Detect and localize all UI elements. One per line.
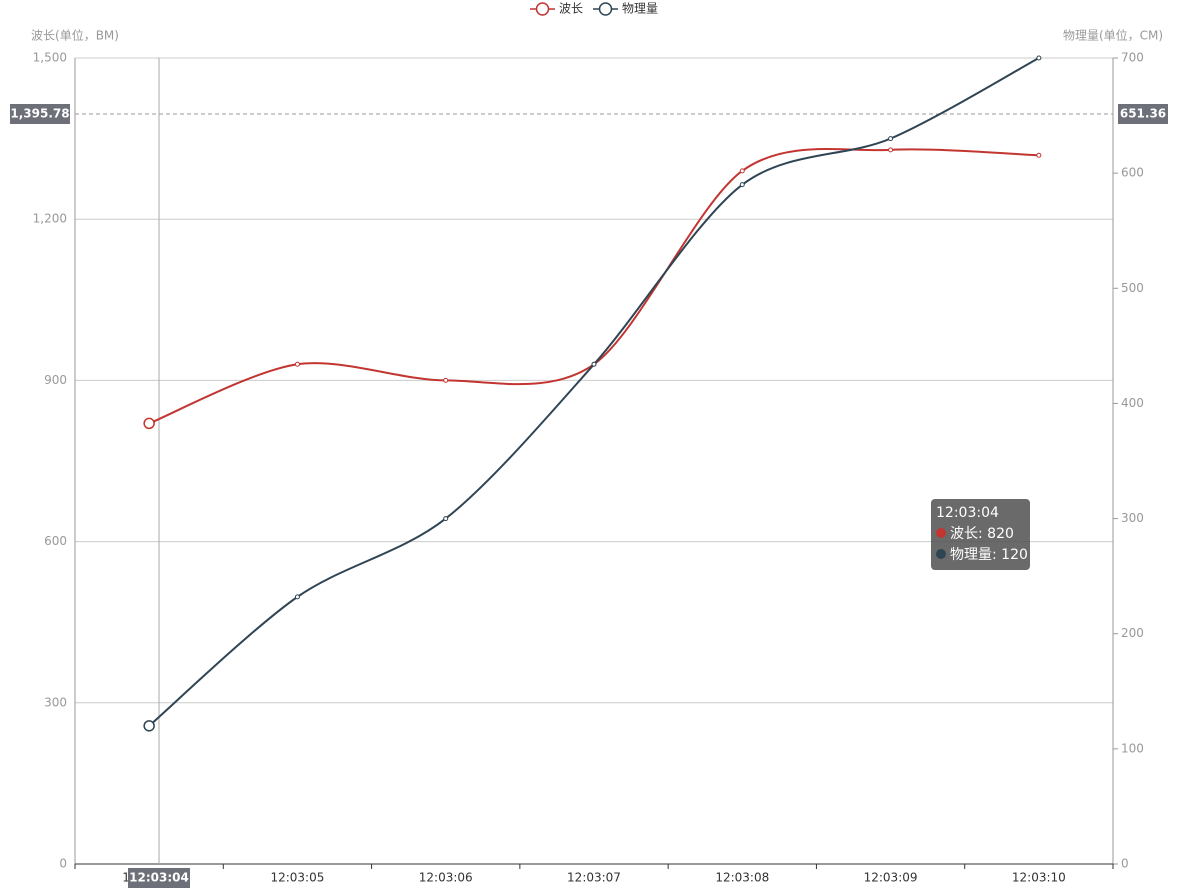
legend-label: 波长 <box>559 2 583 16</box>
x-tick-label: 12:03:10 <box>1012 871 1066 885</box>
x-tick-label: 12:03:09 <box>864 871 918 885</box>
tooltip-dot <box>936 549 946 559</box>
tooltip: 12:03:04 波长: 820 物理量: 120 <box>931 499 1030 570</box>
y-tick-label: 900 <box>44 373 67 387</box>
y-tick-label: 1,200 <box>33 212 67 226</box>
y-tick-label: 600 <box>44 534 67 548</box>
x-tick-label: 12:03:08 <box>715 871 769 885</box>
y2-tick-label: 400 <box>1121 396 1144 410</box>
point <box>143 417 155 430</box>
y-tick-label: 300 <box>44 695 67 709</box>
y2-tick-label: 100 <box>1121 741 1144 755</box>
point <box>443 377 449 383</box>
y2-tick-label: 200 <box>1121 626 1144 640</box>
y2-tick-label: 0 <box>1121 857 1129 871</box>
pointer-label: 12:03:04 <box>129 871 189 885</box>
series-line <box>148 57 1040 727</box>
y2-tick-label: 300 <box>1121 511 1144 525</box>
point <box>888 147 894 153</box>
legend-icon <box>598 2 613 16</box>
point <box>294 361 300 367</box>
point <box>739 168 745 174</box>
y-axis-label: 波长(单位，BM) <box>31 28 119 43</box>
pointer-label-bg <box>1118 104 1168 125</box>
point <box>143 720 155 732</box>
y2-tick-label: 700 <box>1121 51 1144 65</box>
tooltip-text: 波长: 820 <box>950 526 1014 542</box>
tooltip-text: 物理量: 120 <box>950 547 1028 563</box>
tooltip-title: 12:03:04 <box>936 505 999 521</box>
point <box>888 136 894 142</box>
point <box>1036 152 1042 158</box>
pointer-label: 1,395.78 <box>10 107 69 121</box>
series-line <box>148 148 1039 425</box>
tooltip-row: 波长: 820 <box>936 524 1030 545</box>
pointer-label-bg <box>10 104 70 125</box>
point <box>1036 55 1042 61</box>
point <box>294 594 300 600</box>
point <box>591 361 597 367</box>
y-tick-label: 1,500 <box>33 51 67 65</box>
x-tick-label: 12:03:05 <box>270 871 324 885</box>
y2-tick-label: 600 <box>1121 166 1144 180</box>
y-tick-label: 0 <box>59 857 67 871</box>
legend-icon <box>535 2 550 16</box>
legend-label: 物理量 <box>622 2 658 16</box>
point <box>739 182 745 188</box>
tooltip-row: 物理量: 120 <box>936 545 1030 566</box>
pointer-label-bg <box>128 868 190 888</box>
y2-tick-label: 500 <box>1121 281 1144 295</box>
y2-axis-label: 物理量(单位，CM) <box>1063 28 1163 43</box>
x-tick-label: 12:03:07 <box>567 871 621 885</box>
x-tick-label: 12:03:06 <box>419 871 473 885</box>
tooltip-dot <box>936 528 946 538</box>
pointer-label: 651.36 <box>1120 107 1166 121</box>
point <box>443 516 449 522</box>
